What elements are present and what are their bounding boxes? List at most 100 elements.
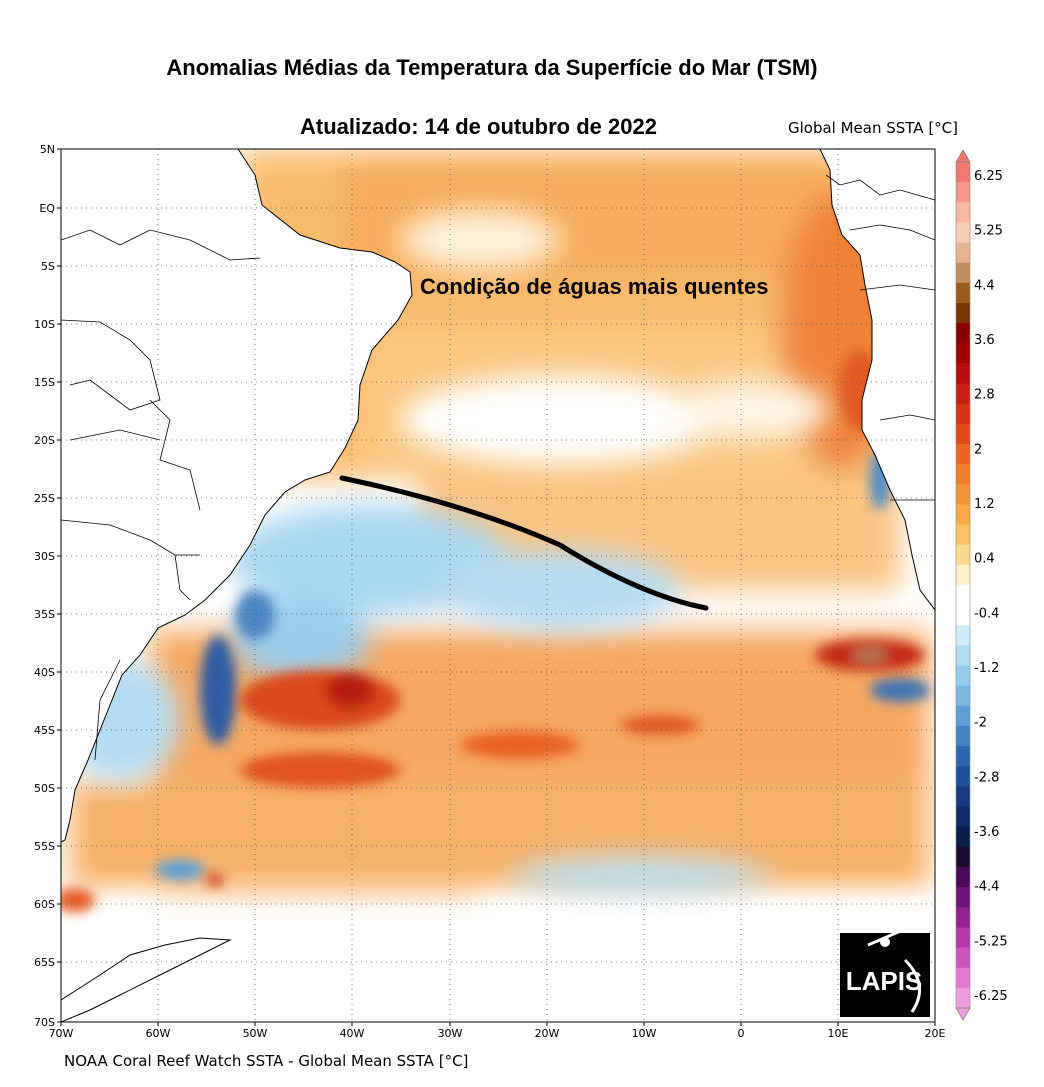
colorbar-labels: 6.25 5.25 4.4 3.6 2.8 2 1.2 0.4 -0.4 -1.2 -2 -2.8 -3…	[974, 169, 1008, 1004]
colorbar-label: 3.6	[974, 333, 995, 348]
colorbar-swatch	[956, 524, 970, 546]
lapis-logo: LAPIS	[840, 928, 930, 1017]
lat-tick: 60S	[34, 898, 55, 911]
lon-tick: 10W	[632, 1027, 657, 1040]
update-date: Atualizado: 14 de outubro de 2022	[300, 114, 657, 139]
colorbar-swatch	[956, 705, 970, 727]
lat-tick: 45S	[34, 724, 55, 737]
africa-land	[819, 149, 935, 611]
colorbar-swatch	[956, 323, 970, 344]
map-title: Anomalias Médias da Temperatura da Super…	[166, 55, 818, 80]
colorbar-swatch	[956, 766, 970, 787]
colorbar-swatch	[956, 484, 970, 505]
lon-tick: 60W	[146, 1027, 171, 1040]
colorbar-label: -2.8	[974, 770, 999, 785]
anomaly-field: Condição de águas mais quentes	[61, 149, 935, 1022]
colorbar-swatch	[956, 504, 970, 526]
lat-tick: 30S	[34, 550, 55, 563]
lat-tick: 55S	[34, 840, 55, 853]
colorbar-top-arrow	[955, 149, 971, 163]
colorbar-swatch	[956, 544, 970, 566]
colorbar-swatch	[956, 162, 970, 183]
colorbar-label: -4.4	[974, 880, 999, 895]
annotation-text: Condição de águas mais quentes	[420, 274, 768, 299]
colorbar-swatch	[956, 746, 970, 767]
colorbar-label: 2	[974, 442, 982, 457]
colorbar-swatch	[956, 867, 970, 888]
latitude-axis: 5N EQ 5S 10S 15S 20S 25S 30S 35S 40S 45S…	[34, 143, 55, 1029]
colorbar-label: 6.25	[974, 169, 1003, 184]
colorbar-swatch	[956, 182, 970, 203]
longitude-axis: 70W 60W 50W 40W 30W 20W 10W 0 10E 20E	[49, 1027, 946, 1040]
colorbar-swatch	[956, 846, 970, 868]
colorbar-swatch	[956, 726, 970, 747]
lon-tick: 20W	[535, 1027, 560, 1040]
lat-tick: EQ	[39, 202, 55, 215]
lat-tick: 40S	[34, 666, 55, 679]
political-borders	[61, 174, 935, 761]
colorbar-swatch	[956, 262, 970, 284]
colorbar-swatch	[956, 363, 970, 385]
colorbar-label: 4.4	[974, 278, 995, 293]
lon-tick: 0	[738, 1027, 745, 1040]
land-masses	[61, 149, 935, 1022]
lat-tick: 5S	[41, 260, 55, 273]
colorbar-swatch	[956, 907, 970, 928]
colorbar-swatch	[956, 605, 970, 626]
colorbar-swatch	[956, 625, 970, 646]
lat-tick: 65S	[34, 956, 55, 969]
lat-tick: 35S	[34, 608, 55, 621]
colorbar-swatch	[956, 564, 970, 586]
lat-tick: 20S	[34, 434, 55, 447]
variable-label: Global Mean SSTA [°C]	[788, 119, 959, 137]
colorbar-swatch	[956, 222, 970, 244]
source-caption: NOAA Coral Reef Watch SSTA - Global Mean…	[64, 1052, 469, 1070]
colorbar-bottom-arrow	[955, 1007, 971, 1021]
colorbar-swatch	[956, 464, 970, 485]
lat-tick: 15S	[34, 376, 55, 389]
colorbar-label: -6.25	[974, 989, 1008, 1004]
colorbar-swatch	[956, 242, 970, 264]
logo-text: LAPIS	[846, 966, 923, 996]
colorbar	[955, 149, 971, 1021]
colorbar-swatch	[956, 786, 970, 808]
colorbar-swatch	[956, 202, 970, 223]
lon-tick-marks	[60, 1022, 936, 1026]
colorbar-swatch	[956, 282, 970, 304]
lat-tick: 50S	[34, 782, 55, 795]
lon-tick: 70W	[49, 1027, 74, 1040]
lat-tick: 25S	[34, 492, 55, 505]
antarctic-peninsula	[61, 937, 232, 1022]
lon-tick: 50W	[243, 1027, 268, 1040]
colorbar-swatch	[956, 343, 970, 364]
lon-tick: 20E	[925, 1027, 946, 1040]
colorbar-swatch	[956, 806, 970, 828]
lon-tick: 30W	[438, 1027, 463, 1040]
colorbar-swatch	[956, 665, 970, 687]
colorbar-label: -2	[974, 716, 987, 731]
colorbar-swatch	[956, 585, 970, 606]
lon-tick: 10E	[828, 1027, 849, 1040]
annotation-line	[339, 475, 709, 611]
colorbar-swatch	[956, 987, 970, 1009]
colorbar-swatch	[956, 403, 970, 425]
colorbar-swatch	[956, 444, 970, 465]
colorbar-swatch	[956, 967, 970, 989]
colorbar-swatch	[956, 947, 970, 969]
colorbar-label: -3.6	[974, 825, 999, 840]
lat-tick: 5N	[40, 143, 55, 156]
colorbar-swatch	[956, 685, 970, 707]
colorbar-swatch	[956, 645, 970, 667]
graticule	[61, 149, 935, 1022]
colorbar-label: 0.4	[974, 552, 995, 567]
colorbar-label: 5.25	[974, 224, 1003, 239]
colorbar-swatch	[956, 303, 970, 324]
colorbar-label: 2.8	[974, 388, 995, 403]
colorbar-swatch	[956, 927, 970, 949]
south-america-land	[61, 149, 413, 843]
lon-tick: 40W	[340, 1027, 365, 1040]
colorbar-swatch	[956, 423, 970, 445]
colorbar-label: -5.25	[974, 934, 1008, 949]
colorbar-border	[955, 161, 971, 1009]
